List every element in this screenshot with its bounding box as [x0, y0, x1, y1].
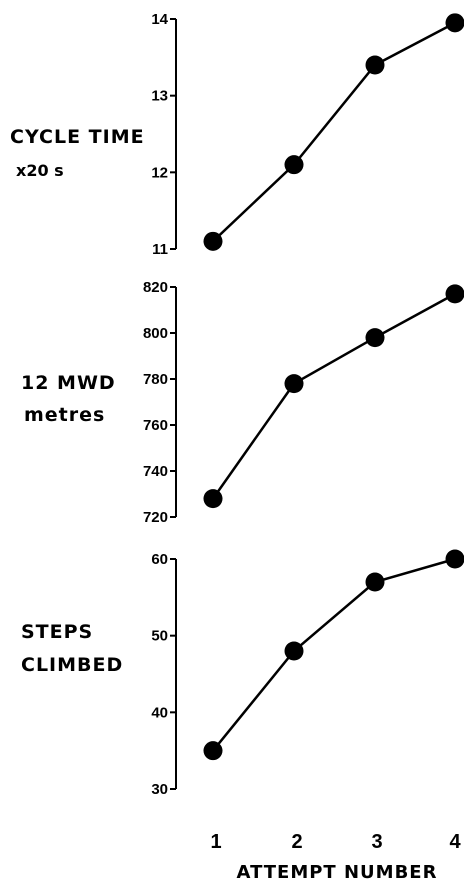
panel-3-point-2: [284, 641, 304, 661]
panel-2-y-tick-label-1: 720: [143, 509, 168, 526]
panel-1-point-1: [203, 231, 223, 251]
panel-2-point-3: [365, 328, 385, 348]
panel-1-ylabel-line-1: CYCLE TIME: [10, 126, 145, 148]
panel-3-point-1: [203, 741, 223, 761]
panel-1-point-4: [445, 13, 464, 33]
panel-1-ylabel-line-2: x20 s: [16, 161, 64, 180]
panel-2-y-tick-label-5: 800: [143, 325, 168, 342]
panel-3-series-line: [212, 557, 456, 752]
panel-2-ylabel-line-2: metres: [24, 404, 105, 426]
panel-2-point-2: [284, 374, 304, 394]
panel-1-y-tick-label-3: 13: [151, 88, 168, 105]
panel-1-point-2: [284, 155, 304, 175]
x-tick-label-4: 4: [449, 831, 461, 853]
panel-3-point-3: [365, 572, 385, 592]
panel-3-y-tick-label-2: 40: [151, 704, 168, 721]
panel-3-y-tick-label-1: 30: [151, 781, 168, 798]
panel-1-series-line: [212, 21, 456, 243]
panel-1-point-3: [365, 55, 385, 75]
panel-1-y-tick-label-2: 12: [151, 164, 168, 181]
panel-3-ylabel-line-2: CLIMBED: [21, 654, 123, 676]
panel-3-y-tick-label-3: 50: [151, 628, 168, 645]
panel-1-y-tick-label-4: 14: [151, 11, 168, 28]
panel-2-point-1: [203, 489, 223, 509]
panel-3-ylabel-line-1: STEPS: [21, 621, 93, 643]
x-axis-label: ATTEMPT NUMBER: [237, 862, 438, 883]
panel-2-ylabel-line-1: 12 MWD: [21, 372, 116, 394]
panel-2-y-tick-label-2: 740: [143, 463, 168, 480]
panel-3-point-4: [445, 549, 464, 569]
panel-2-y-tick-label-4: 780: [143, 371, 168, 388]
x-tick-label-3: 3: [371, 831, 382, 853]
x-tick-label-2: 2: [291, 831, 302, 853]
panel-2-series-line: [211, 292, 456, 500]
panel-2-point-4: [445, 284, 464, 304]
panel-1-y-tick-label-1: 11: [152, 241, 168, 258]
panel-2-y-tick-label-3: 760: [143, 417, 168, 434]
panel-3-y-tick-label-4: 60: [151, 551, 168, 568]
panel-2-y-tick-label-6: 820: [143, 279, 168, 296]
x-tick-label-1: 1: [210, 831, 221, 853]
